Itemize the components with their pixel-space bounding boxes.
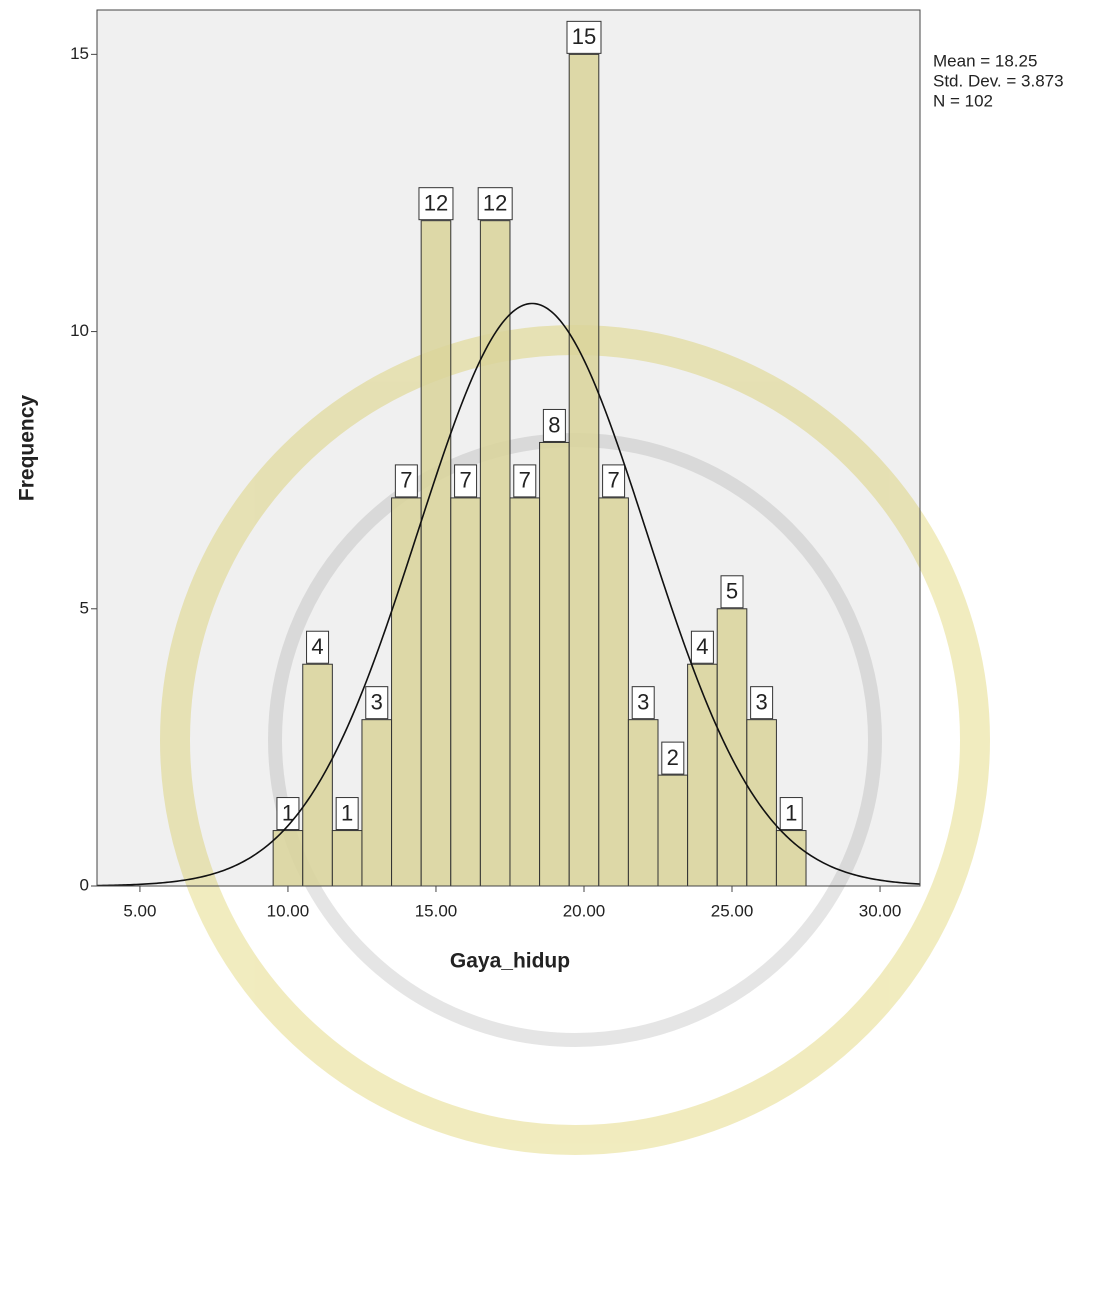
bar <box>302 663 333 887</box>
label-box <box>477 187 513 221</box>
data-label: 5 <box>726 579 738 604</box>
data-label: 7 <box>519 468 531 493</box>
y-tick-label: 10 <box>70 321 89 340</box>
label-box <box>779 797 803 831</box>
bar <box>391 497 422 887</box>
data-label: 4 <box>696 634 708 659</box>
x-tick-label: 5.00 <box>123 901 156 920</box>
bar <box>716 608 748 887</box>
label-box <box>661 741 685 775</box>
y-tick-label: 5 <box>80 598 89 617</box>
label-box <box>631 686 655 720</box>
bar <box>627 719 659 887</box>
y-tick-label: 15 <box>70 44 89 63</box>
label-box <box>566 20 602 54</box>
data-label: 2 <box>667 745 679 770</box>
data-label: 7 <box>459 468 471 493</box>
label-box <box>454 464 478 498</box>
data-label: 7 <box>400 468 412 493</box>
data-label: 12 <box>424 190 448 215</box>
bar <box>687 663 718 887</box>
bar <box>539 441 570 887</box>
stat-n: N = 102 <box>933 91 993 110</box>
x-axis-title: Gaya_hidup <box>450 950 570 973</box>
label-box <box>335 797 359 831</box>
bar <box>450 497 481 887</box>
label-box <box>750 686 774 720</box>
bar <box>361 719 393 887</box>
bar <box>775 830 807 887</box>
x-tick-label: 25.00 <box>711 901 754 920</box>
bar <box>420 220 452 887</box>
label-box <box>306 630 330 664</box>
label-box <box>720 575 744 609</box>
bar <box>331 830 363 887</box>
bar <box>272 830 304 887</box>
data-label: 7 <box>607 468 619 493</box>
data-label: 3 <box>371 689 383 714</box>
data-label: 3 <box>637 689 649 714</box>
label-box <box>365 686 389 720</box>
label-box <box>602 464 626 498</box>
data-label: 1 <box>282 800 294 825</box>
x-tick-label: 15.00 <box>415 901 458 920</box>
label-box <box>542 408 566 442</box>
data-label: 1 <box>785 800 797 825</box>
label-box <box>418 187 454 221</box>
bar <box>509 497 541 887</box>
label-box <box>394 464 418 498</box>
x-tick-label: 10.00 <box>267 901 310 920</box>
x-tick-label: 30.00 <box>859 901 902 920</box>
bar <box>657 774 689 887</box>
data-label: 3 <box>755 689 767 714</box>
bar <box>598 497 629 887</box>
label-box <box>513 464 537 498</box>
bar <box>568 53 600 887</box>
data-label: 4 <box>311 634 323 659</box>
bar <box>479 220 511 887</box>
x-tick-label: 20.00 <box>563 901 606 920</box>
bar <box>746 719 777 887</box>
y-tick-label: 0 <box>80 875 89 894</box>
normal-curve <box>96 302 921 887</box>
data-label: 8 <box>548 412 560 437</box>
y-axis-title: Frequency <box>16 395 39 502</box>
data-label: 12 <box>483 190 507 215</box>
stat-std-dev: Std. Dev. = 3.873 <box>933 71 1064 90</box>
plot-frame <box>96 9 921 887</box>
data-label: 1 <box>341 800 353 825</box>
stat-mean: Mean = 18.25 <box>933 51 1037 70</box>
data-label: 15 <box>572 24 596 49</box>
label-box <box>690 630 714 664</box>
